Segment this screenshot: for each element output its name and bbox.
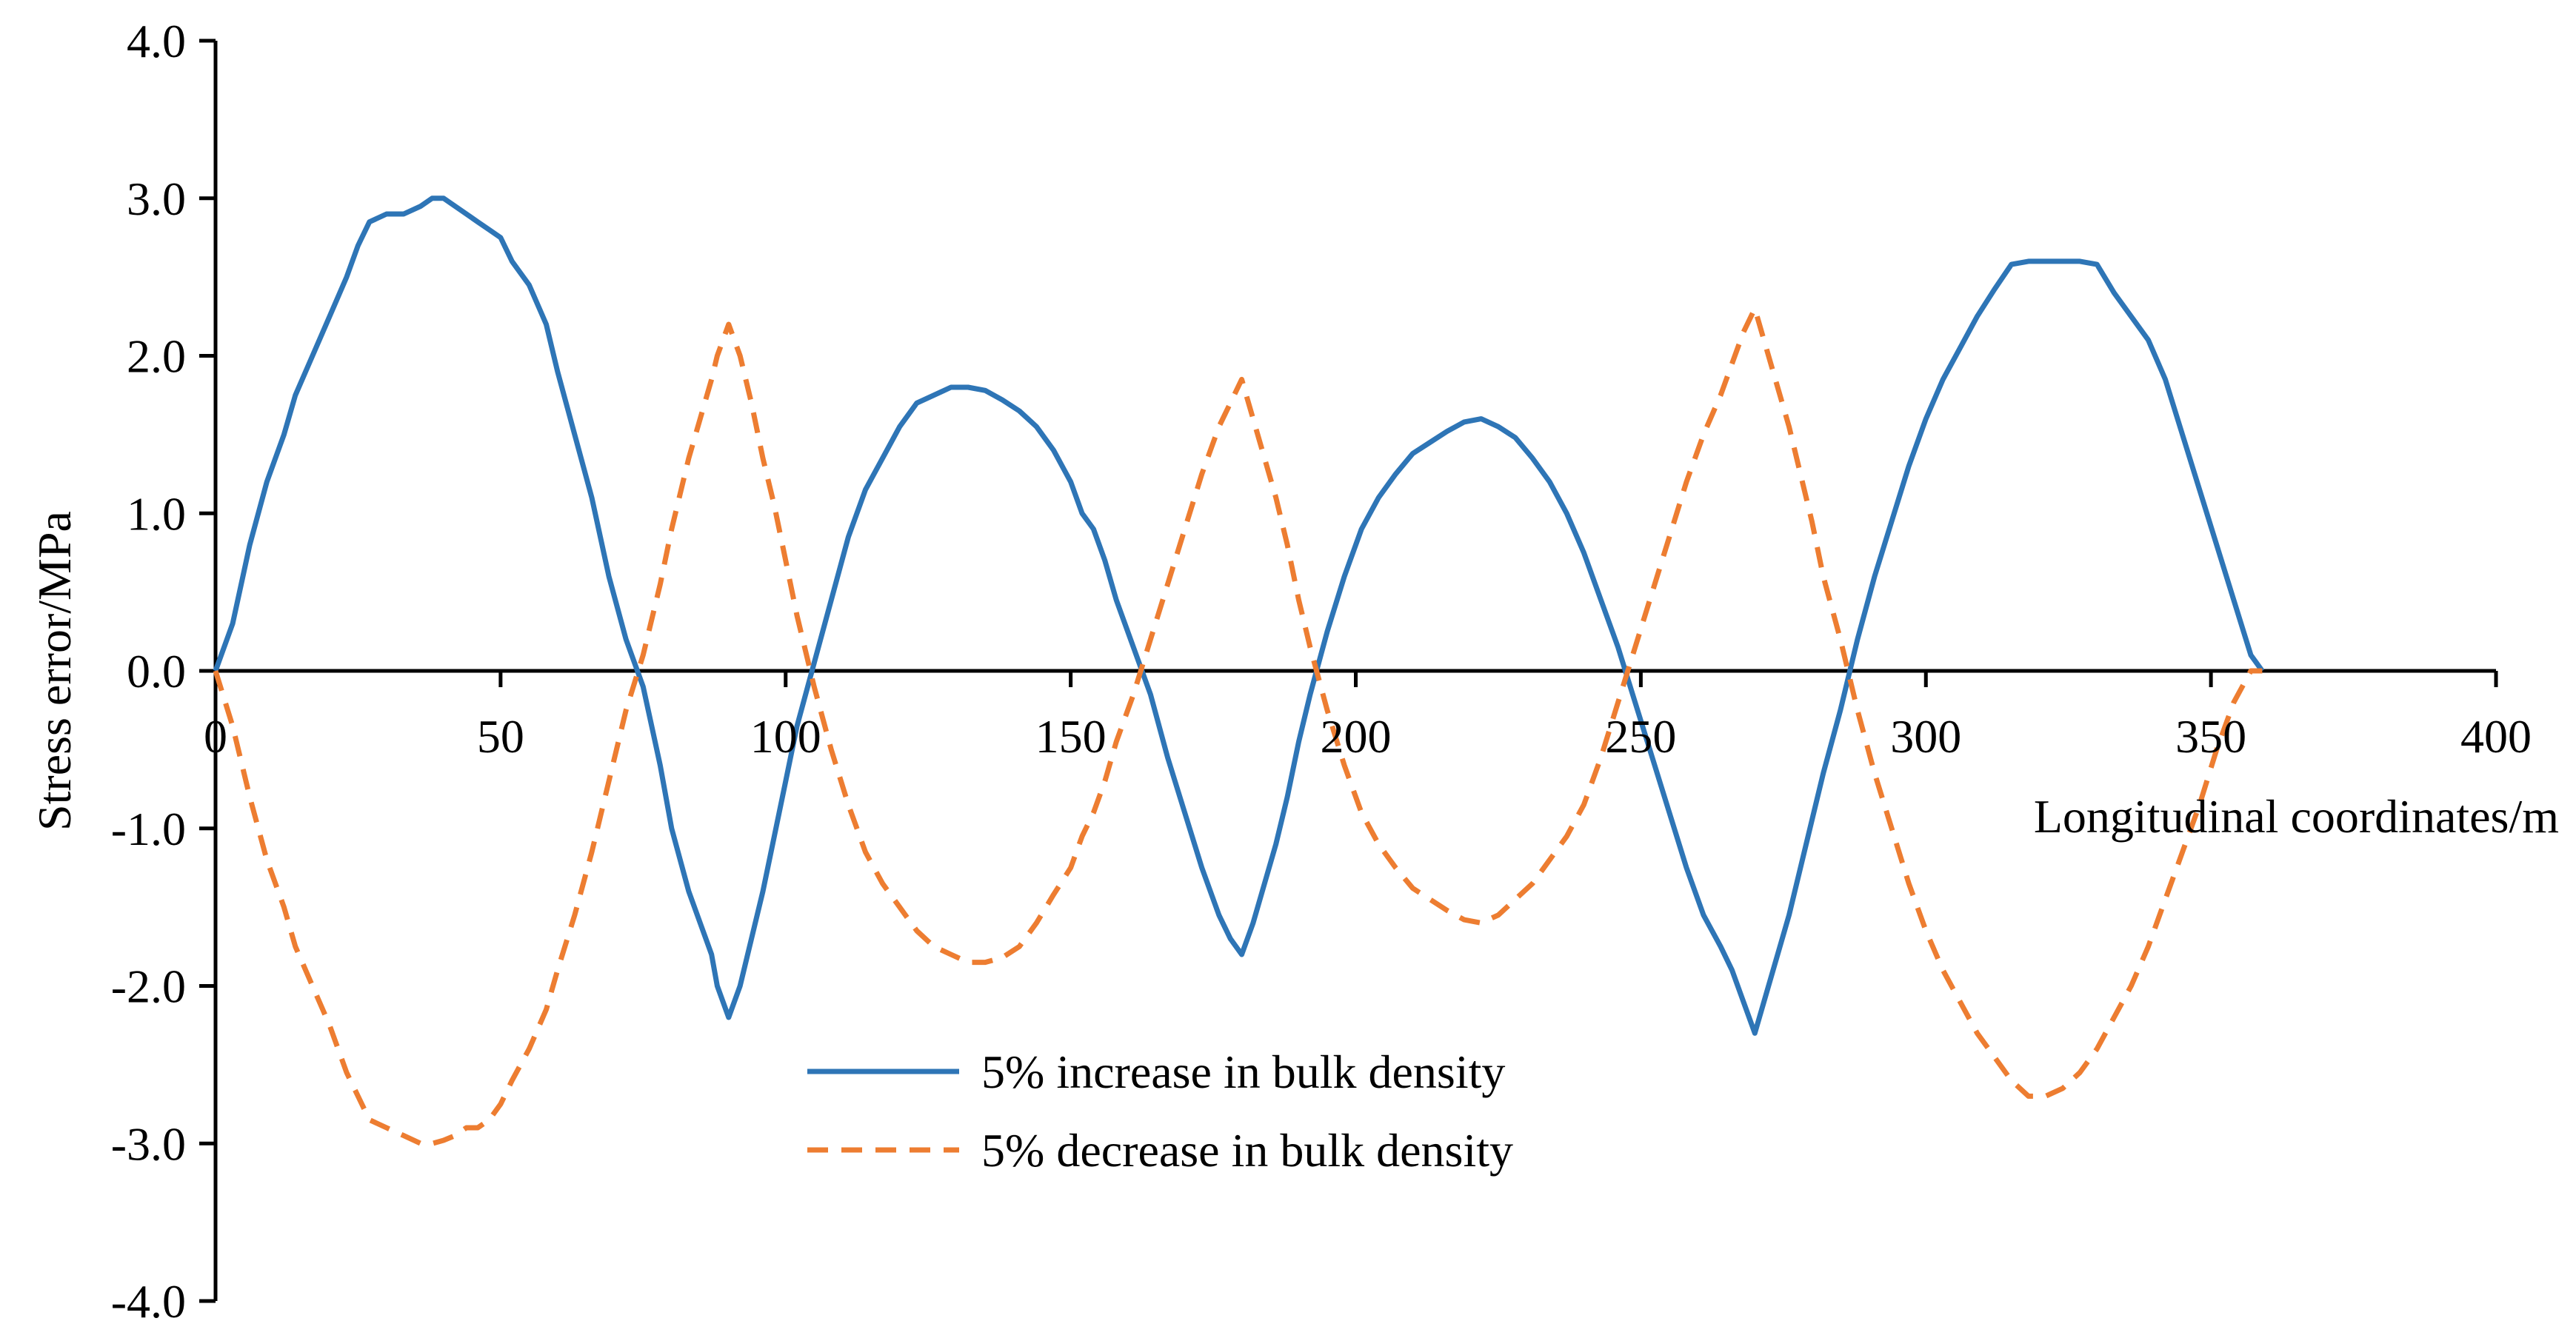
y-tick-label: 1.0 [127, 487, 186, 540]
y-tick-label: -4.0 [111, 1275, 186, 1328]
labels: 4.0 3.0 2.0 1.0 0.0 -1.0 -2.0 -3.0 -4.0 0 50 100 150… [28, 15, 2559, 1328]
x-tick-label: 350 [2175, 710, 2246, 763]
y-tick-label: 3.0 [127, 173, 186, 225]
y-tick-label: -2.0 [111, 960, 186, 1013]
y-tick-label: 0.0 [127, 645, 186, 698]
x-tick-label: 100 [750, 710, 821, 763]
legend: 5% increase in bulk density 5% decrease i… [807, 1046, 1513, 1177]
x-tick-label: 250 [1605, 710, 1676, 763]
legend-label-1: 5% increase in bulk density [981, 1046, 1505, 1098]
x-tick-label: 200 [1321, 710, 1392, 763]
x-tick-label: 300 [1890, 710, 1961, 763]
x-axis-title: Longitudinal coordinates/m [2034, 790, 2559, 843]
x-tick-label: 0 [204, 710, 227, 763]
series-layer [213, 195, 2265, 1146]
legend-label-2: 5% decrease in bulk density [981, 1124, 1513, 1177]
y-tick-label: 2.0 [127, 330, 186, 383]
series-line-2 [213, 306, 2263, 1146]
y-tick-label: -3.0 [111, 1117, 186, 1170]
y-tick-label: -1.0 [111, 803, 186, 855]
x-tick-label: 50 [477, 710, 524, 763]
y-tick-label: 4.0 [127, 15, 186, 67]
x-tick-label: 150 [1035, 710, 1107, 763]
series-line-1 [213, 195, 2265, 1036]
y-axis-title: Stress error/MPa [28, 511, 81, 831]
axes [199, 39, 2498, 1303]
x-tick-label: 400 [2460, 710, 2532, 763]
